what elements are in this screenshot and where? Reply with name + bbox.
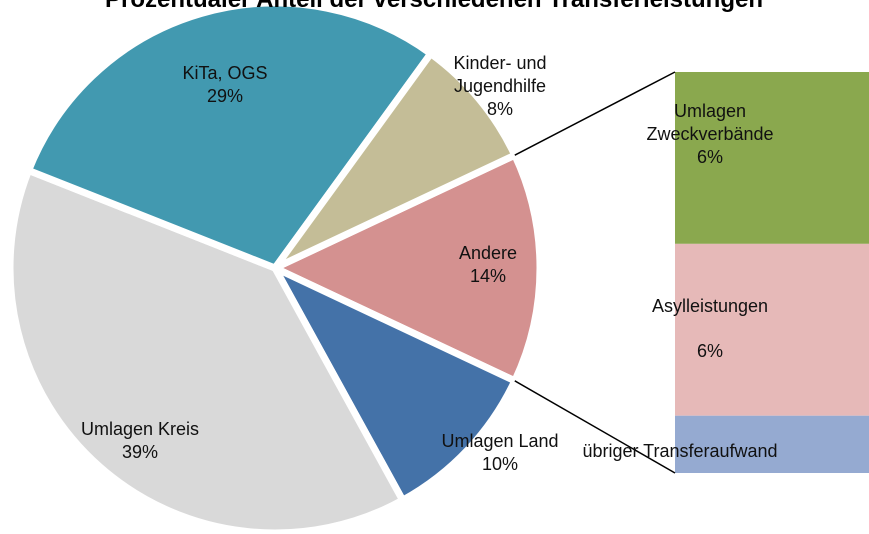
bar-segment	[675, 243, 869, 416]
slice-value: 29%	[206, 86, 244, 106]
bar-label: Asylleistungen	[651, 295, 769, 316]
pie-slice	[24, 0, 436, 273]
slice-label: KiTa, OGS	[182, 63, 268, 83]
slice-value: 10%	[481, 454, 519, 474]
bar-segment	[675, 72, 869, 244]
bar-label: übriger Transferaufwand	[582, 440, 778, 461]
slice-label: Andere	[458, 243, 518, 263]
chart-title: Prozentualer Anteil der verschiedenen Tr…	[105, 0, 763, 14]
bar-value: 6%	[696, 340, 724, 361]
bar-value: 6%	[696, 146, 724, 167]
slice-value: 39%	[121, 442, 159, 462]
pie-slice	[6, 165, 408, 534]
pie-slice	[266, 150, 544, 386]
slice-label: Kinder- und Jugendhilfe	[453, 53, 547, 96]
bar-label: Umlagen Zweckverbände	[646, 100, 774, 144]
pie-slice	[266, 260, 520, 505]
bar-segment	[675, 415, 869, 473]
pie-slice	[272, 48, 520, 272]
slice-label: Umlagen Land	[441, 431, 559, 451]
connector	[514, 380, 676, 474]
slice-value: 14%	[469, 266, 507, 286]
slice-label: Umlagen Kreis	[80, 419, 200, 439]
slice-value: 8%	[486, 99, 514, 119]
connector	[514, 71, 676, 156]
